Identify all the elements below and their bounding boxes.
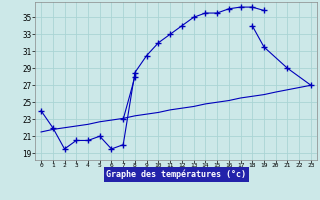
X-axis label: Graphe des températures (°c): Graphe des températures (°c) bbox=[106, 170, 246, 179]
